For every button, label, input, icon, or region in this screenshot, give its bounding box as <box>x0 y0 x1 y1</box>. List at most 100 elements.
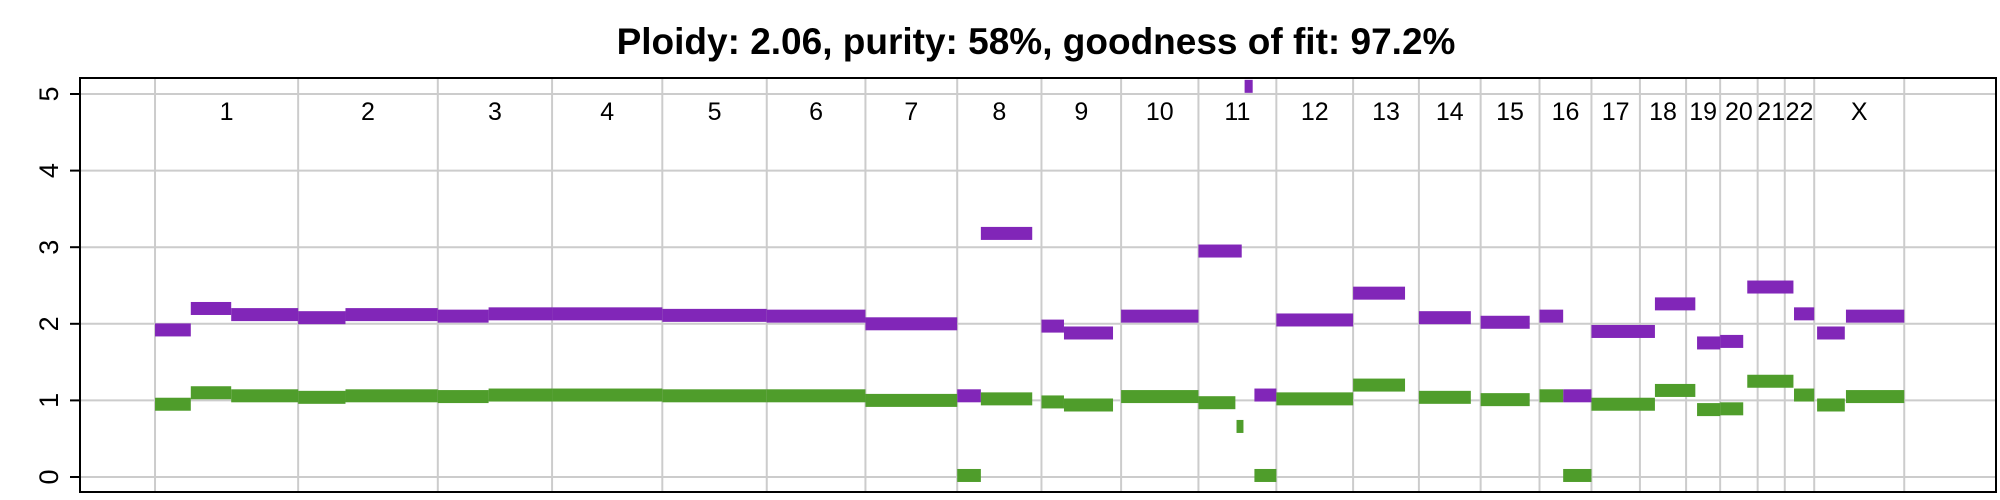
segment-bar <box>1697 403 1721 417</box>
segment-bar <box>1276 392 1354 406</box>
segment-bar <box>766 309 866 323</box>
chromosome-label: 14 <box>1436 98 1464 126</box>
segment-bar <box>662 389 767 403</box>
chromosome-label: 18 <box>1649 98 1677 126</box>
segment-bar <box>1063 398 1114 412</box>
chromosome-label: 22 <box>1786 98 1814 126</box>
segment-bar <box>488 388 553 402</box>
plot-frame <box>79 77 1997 493</box>
segment-bar <box>488 307 553 321</box>
segment-bar <box>552 307 663 321</box>
segment-bar <box>1563 389 1592 403</box>
segment-bar <box>1121 309 1199 323</box>
segment-bar <box>1747 374 1794 388</box>
segment-bar <box>1353 378 1406 392</box>
chromosome-label: 20 <box>1725 98 1753 126</box>
segment-bar <box>345 389 438 403</box>
segment-bar <box>1845 390 1905 404</box>
segment-bar <box>1236 419 1244 433</box>
chromosome-label: 6 <box>809 98 823 126</box>
segment-bar <box>437 309 489 323</box>
segment-bar <box>1353 286 1406 300</box>
segment-bar <box>1063 326 1114 340</box>
segment-bar <box>865 317 958 331</box>
segment-bar <box>1254 468 1277 482</box>
chromosome-label: 9 <box>1074 98 1088 126</box>
chromosome-label: 12 <box>1301 98 1329 126</box>
segment-bar <box>1654 383 1696 397</box>
y-axis: 0 1 2 3 4 5 <box>34 86 80 485</box>
chromosome-label: 21 <box>1757 98 1785 126</box>
chromosome-label: X <box>1851 98 1868 126</box>
segment-bar <box>1198 396 1236 410</box>
segment-bar <box>1794 388 1815 402</box>
segment-bar <box>1720 402 1744 416</box>
segment-bar <box>1121 390 1199 404</box>
segment-bar <box>957 468 981 482</box>
segment-bar <box>1720 334 1744 348</box>
chromosome-label: 15 <box>1496 98 1524 126</box>
segment-bar <box>1747 280 1794 294</box>
segment-bar <box>957 389 981 403</box>
y-tick-label: 1 <box>34 393 64 408</box>
segment-bar <box>662 308 767 322</box>
segment-bar <box>1697 336 1721 350</box>
chromosome-label: 1 <box>220 98 234 126</box>
grid <box>80 78 1996 492</box>
segment-bar <box>1845 309 1905 323</box>
segment-bar <box>437 390 489 404</box>
chromosome-labels: 1 2 3 4 5 6 7 8 9 10 11 12 13 14 15 16 17 18 19 20 21 22 X <box>220 98 1868 126</box>
segment-bar <box>1418 390 1471 404</box>
chromosome-label: 2 <box>361 98 375 126</box>
segment-bar <box>298 311 346 325</box>
segment-bar <box>980 226 1033 240</box>
chromosome-label: 5 <box>708 98 722 126</box>
segment-bar <box>1817 326 1845 340</box>
y-tick-label: 0 <box>34 469 64 484</box>
chart-title: Ploidy: 2.06, purity: 58%, goodness of f… <box>617 21 1456 62</box>
segment-bar <box>1480 393 1530 407</box>
chromosome-label: 17 <box>1602 98 1630 126</box>
chromosome-label: 8 <box>992 98 1006 126</box>
segment-bar <box>1539 309 1564 323</box>
segment-bar <box>190 386 232 400</box>
chromosome-label: 11 <box>1224 98 1250 126</box>
segment-bar <box>1539 389 1564 403</box>
chromosome-label: 3 <box>488 98 502 126</box>
y-tick-label: 3 <box>34 240 64 255</box>
segment-bar <box>865 393 958 407</box>
segment-bar <box>1254 388 1277 402</box>
segment-bar <box>298 390 346 404</box>
chromosome-label: 10 <box>1146 98 1174 126</box>
segment-bar <box>155 397 191 411</box>
y-tick-label: 5 <box>34 86 64 101</box>
y-tick-label: 4 <box>34 163 64 178</box>
segment-bar <box>1591 324 1655 338</box>
segment-bar <box>155 323 191 337</box>
segment-bar <box>1591 397 1655 411</box>
segment-bar <box>1794 307 1815 321</box>
chromosome-label: 13 <box>1372 98 1400 126</box>
segment-bar <box>1244 79 1253 93</box>
segment-bar <box>552 388 663 402</box>
segment-bar <box>1817 398 1845 412</box>
segment-bar <box>345 308 438 322</box>
chromosome-label: 16 <box>1552 98 1580 126</box>
segment-bar <box>1480 315 1530 329</box>
segment-bar <box>231 308 299 322</box>
segment-bar <box>766 389 866 403</box>
segment-bar <box>1563 468 1592 482</box>
segment-bar <box>1198 244 1242 258</box>
segment-bar <box>1041 395 1064 409</box>
chromosome-label: 7 <box>904 98 918 126</box>
chromosome-label: 19 <box>1689 98 1717 126</box>
segments-layer <box>155 79 1905 482</box>
segment-bar <box>1041 319 1064 333</box>
y-tick-label: 2 <box>34 316 64 331</box>
segment-bar <box>231 389 299 403</box>
segment-bar <box>1418 311 1471 325</box>
segment-bar <box>1276 313 1354 327</box>
segment-bar <box>190 301 232 315</box>
segment-bar <box>1654 297 1696 311</box>
